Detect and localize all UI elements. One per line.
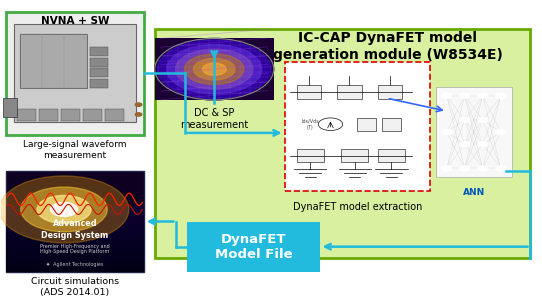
Circle shape (495, 129, 506, 135)
Bar (436, 87, 512, 177)
Circle shape (495, 93, 506, 99)
Bar (6, 224, 144, 226)
Circle shape (193, 58, 235, 80)
Bar (61, 109, 80, 121)
Bar (6, 259, 144, 261)
Bar (6, 237, 144, 239)
Circle shape (495, 166, 506, 171)
Circle shape (478, 117, 488, 123)
Bar (6, 207, 144, 209)
Bar (6, 217, 144, 220)
Text: Ids/Vds
(T): Ids/Vds (T) (301, 119, 319, 130)
Bar (6, 270, 144, 272)
Bar (89, 79, 108, 88)
Circle shape (441, 129, 452, 135)
Bar (6, 235, 144, 237)
Bar (39, 109, 58, 121)
Bar (6, 263, 144, 265)
Bar (6, 246, 144, 248)
Bar (20, 34, 42, 88)
Bar (296, 149, 324, 162)
Bar (6, 226, 144, 228)
Bar (89, 58, 108, 66)
Bar (6, 230, 144, 232)
Circle shape (478, 166, 488, 171)
Circle shape (478, 141, 488, 147)
Bar (6, 215, 144, 217)
Circle shape (441, 93, 452, 99)
Circle shape (441, 166, 452, 171)
Bar (6, 232, 144, 235)
Bar (6, 254, 144, 257)
Text: ANN: ANN (463, 188, 485, 197)
Bar (378, 85, 402, 99)
Bar (89, 47, 108, 56)
Bar (6, 239, 144, 241)
Bar (155, 38, 274, 100)
Bar (155, 29, 531, 258)
Bar (341, 149, 369, 162)
Bar (6, 213, 144, 215)
Circle shape (459, 93, 470, 99)
Circle shape (0, 176, 129, 243)
Bar (6, 265, 144, 267)
Bar (6, 222, 144, 224)
Circle shape (459, 117, 470, 123)
Text: ✦  Agilent Technologies: ✦ Agilent Technologies (46, 262, 104, 267)
Circle shape (50, 202, 78, 216)
Bar (6, 228, 144, 230)
Circle shape (37, 195, 91, 224)
Circle shape (136, 103, 142, 106)
Text: DynaFET
Model File: DynaFET Model File (215, 233, 292, 261)
Bar (285, 62, 430, 191)
Bar (64, 34, 87, 88)
Text: DynaFET model extraction: DynaFET model extraction (293, 202, 422, 212)
Bar (6, 241, 144, 243)
Circle shape (459, 141, 470, 147)
Bar (6, 220, 144, 222)
Text: Large-signal waveform
measurement: Large-signal waveform measurement (23, 140, 127, 160)
Bar (6, 250, 144, 252)
Bar (6, 257, 144, 259)
Bar (20, 34, 87, 88)
Bar (337, 85, 362, 99)
Bar (382, 117, 401, 131)
Bar (378, 149, 405, 162)
Bar (42, 34, 64, 88)
Circle shape (478, 93, 488, 99)
Bar (6, 243, 144, 246)
Bar (6, 252, 144, 254)
Bar (296, 85, 321, 99)
Text: DC & SP
measurement: DC & SP measurement (180, 108, 248, 130)
Text: Advanced
Design System: Advanced Design System (41, 220, 108, 240)
Circle shape (21, 187, 107, 232)
Bar (14, 24, 136, 122)
Circle shape (459, 166, 470, 171)
Bar (6, 211, 144, 213)
Circle shape (202, 63, 226, 75)
Bar (6, 12, 144, 135)
Circle shape (158, 40, 271, 98)
Bar (6, 248, 144, 250)
Bar (6, 261, 144, 263)
Bar (89, 69, 108, 77)
Bar (3, 98, 17, 117)
Text: Circuit simulations
(ADS 2014.01): Circuit simulations (ADS 2014.01) (31, 277, 119, 297)
Bar (358, 117, 377, 131)
Bar (17, 109, 36, 121)
Bar (83, 109, 102, 121)
Circle shape (155, 38, 274, 100)
Bar (187, 221, 320, 272)
Text: NVNA + SW: NVNA + SW (41, 16, 109, 26)
Bar (105, 109, 124, 121)
Text: IC-CAP DynaFET model
generation module (W8534E): IC-CAP DynaFET model generation module (… (273, 32, 502, 62)
Bar (6, 171, 144, 272)
Circle shape (176, 49, 253, 89)
Circle shape (166, 45, 262, 94)
Text: Premier High-Frequency and
High-Speed Design Platform: Premier High-Frequency and High-Speed De… (40, 244, 110, 254)
Bar (6, 209, 144, 211)
Bar (6, 267, 144, 270)
Circle shape (136, 113, 142, 116)
Circle shape (184, 54, 244, 85)
